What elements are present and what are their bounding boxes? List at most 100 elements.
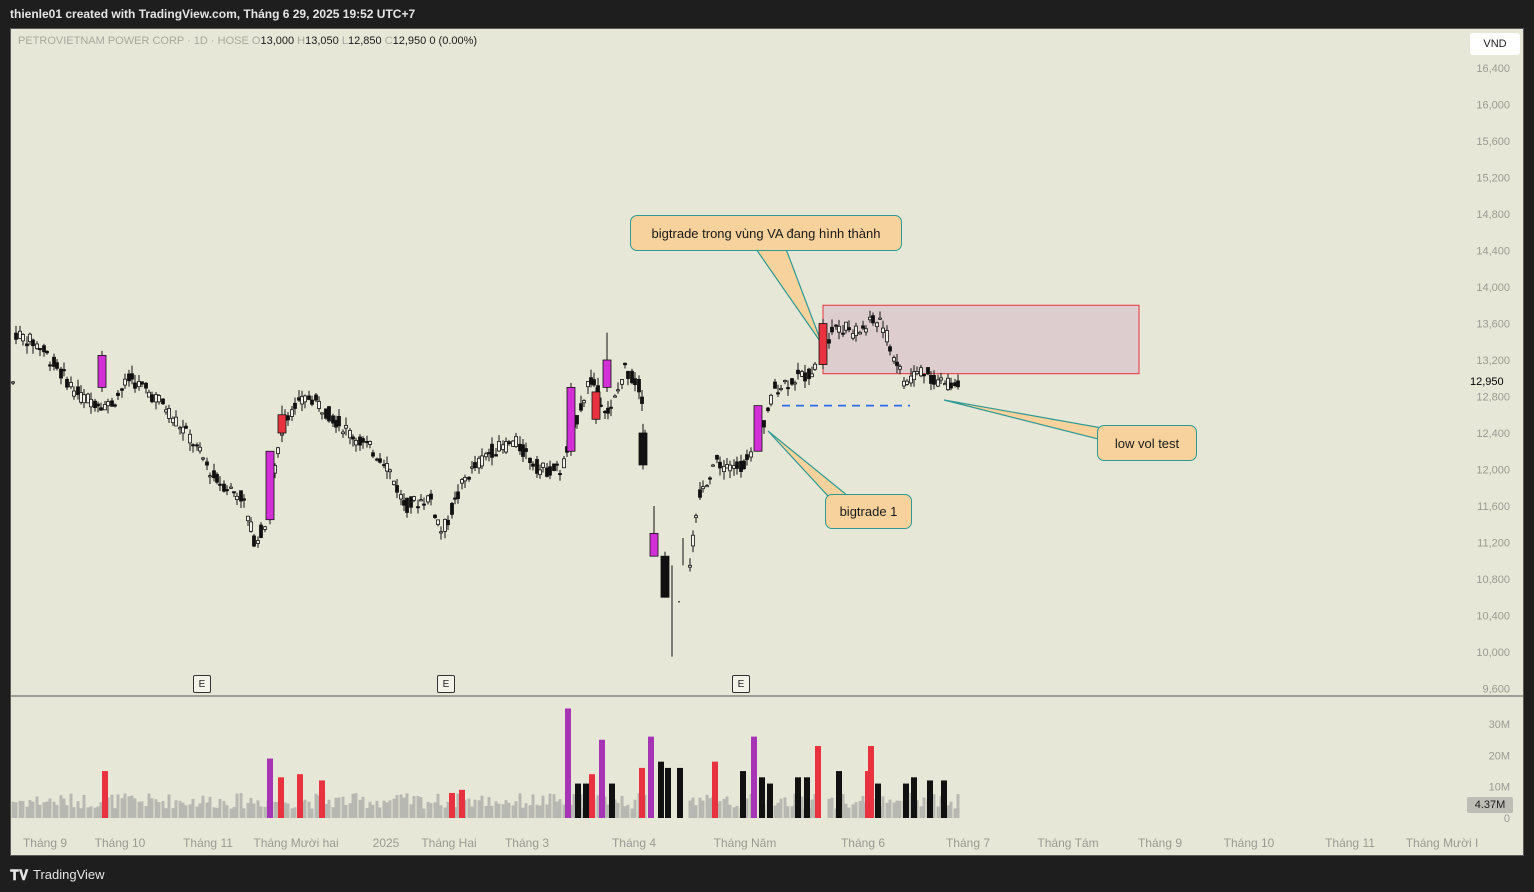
low-label: L bbox=[341, 35, 348, 47]
candle-body bbox=[300, 396, 304, 405]
candle-body bbox=[766, 407, 770, 411]
volume-bar bbox=[501, 804, 505, 818]
candle-body bbox=[946, 377, 950, 391]
volume-bar bbox=[218, 798, 222, 818]
candle-body bbox=[579, 403, 583, 411]
volume-bar bbox=[735, 805, 739, 818]
currency-button[interactable]: VND bbox=[1470, 33, 1520, 55]
volume-bar bbox=[113, 808, 117, 818]
candle-body bbox=[127, 373, 131, 382]
volume-bar bbox=[480, 795, 484, 818]
chart-canvas[interactable]: 9,600 10,000 10,400 10,800 11,200 11,600 12,00… bbox=[10, 28, 1524, 856]
volume-bar bbox=[242, 808, 246, 818]
volume-bar bbox=[225, 805, 229, 818]
candle-body bbox=[164, 409, 168, 413]
candle-body bbox=[586, 381, 590, 388]
callout-va-bigtrade[interactable]: bigtrade trong vùng VA đang hình thành bbox=[630, 215, 902, 251]
volume-bar bbox=[786, 806, 790, 818]
candle-body bbox=[208, 475, 212, 478]
volume-bar bbox=[368, 801, 372, 818]
volume-bar bbox=[18, 800, 22, 818]
candle-body bbox=[705, 485, 709, 488]
volume-bar bbox=[96, 806, 100, 818]
candle-body bbox=[385, 463, 389, 472]
candle-body bbox=[844, 321, 848, 331]
candle-body bbox=[96, 403, 100, 407]
candle-body bbox=[426, 495, 430, 503]
volume-bar-highlight bbox=[648, 736, 654, 818]
volume-bar bbox=[327, 799, 331, 818]
volume-bar bbox=[38, 804, 42, 818]
candle-body bbox=[694, 515, 698, 519]
candle-body bbox=[212, 470, 216, 479]
va-zone-box bbox=[822, 304, 1140, 375]
candle-body bbox=[810, 373, 814, 378]
earnings-marker[interactable]: E bbox=[193, 675, 211, 693]
price-tick-label: 12,000 bbox=[1476, 465, 1510, 477]
candle-body bbox=[86, 393, 90, 404]
chart-frame[interactable] bbox=[10, 28, 1524, 856]
volume-bar bbox=[65, 805, 69, 818]
volume-bar bbox=[956, 794, 960, 818]
time-axis-label: Tháng 11 bbox=[1325, 836, 1375, 850]
volume-tick-label: 0 bbox=[1504, 813, 1510, 825]
candle-body bbox=[235, 495, 239, 500]
candle-body bbox=[62, 369, 66, 372]
volume-bar bbox=[55, 804, 59, 818]
candle-body bbox=[429, 493, 433, 500]
volume-bar bbox=[137, 801, 141, 818]
candle-body bbox=[487, 452, 491, 455]
volume-bar bbox=[133, 798, 137, 818]
callout-bigtrade-1[interactable]: bigtrade 1 bbox=[825, 494, 912, 529]
volume-bar-highlight bbox=[609, 783, 615, 818]
volume-bar bbox=[205, 802, 209, 818]
black-candle-body bbox=[660, 555, 670, 598]
volume-bar bbox=[800, 796, 804, 818]
earnings-marker[interactable]: E bbox=[732, 675, 750, 693]
candle-body bbox=[215, 473, 219, 483]
volume-bar bbox=[99, 802, 103, 818]
candle-body bbox=[919, 367, 923, 377]
volume-bar bbox=[456, 793, 460, 818]
credit-text: thienle01 created with TradingView.com, … bbox=[10, 7, 416, 21]
earnings-marker[interactable]: E bbox=[437, 675, 455, 693]
candle-body bbox=[303, 395, 307, 403]
candle-body bbox=[395, 485, 399, 493]
candle-body bbox=[402, 500, 406, 506]
candle-body bbox=[157, 395, 161, 403]
time-axis-label: Tháng Tám bbox=[1037, 836, 1098, 850]
candle-body bbox=[779, 387, 783, 390]
candle-body bbox=[392, 480, 396, 485]
candle-body bbox=[133, 382, 137, 389]
volume-bar bbox=[62, 798, 66, 818]
candle-body bbox=[232, 491, 236, 494]
magenta-candle-body bbox=[97, 355, 107, 388]
volume-bar bbox=[688, 800, 692, 818]
volume-bar-highlight bbox=[941, 780, 947, 818]
volume-bar bbox=[229, 808, 233, 818]
last-price-label: 12,950 bbox=[1470, 376, 1504, 388]
candle-body bbox=[813, 363, 817, 370]
candle-body bbox=[803, 372, 807, 382]
candle-body bbox=[878, 317, 882, 320]
candle-body bbox=[375, 458, 379, 461]
volume-bar bbox=[732, 807, 736, 818]
candle-body bbox=[851, 333, 855, 339]
volume-bar bbox=[443, 807, 447, 818]
volume-bar bbox=[514, 801, 518, 818]
callout-low-vol-test[interactable]: low vol test bbox=[1097, 425, 1197, 461]
volume-bar bbox=[232, 807, 236, 818]
candle-body bbox=[626, 370, 630, 379]
volume-bar-highlight bbox=[589, 774, 595, 818]
candle-body bbox=[613, 395, 617, 398]
volume-bar bbox=[810, 799, 814, 818]
candle-body bbox=[72, 390, 76, 397]
volume-bar bbox=[76, 801, 80, 818]
candle-body bbox=[378, 458, 382, 463]
volume-tick-label: 30M bbox=[1489, 719, 1510, 731]
high-label: H bbox=[297, 35, 306, 47]
candle-body bbox=[501, 444, 505, 450]
candle-body bbox=[239, 490, 243, 502]
candle-body bbox=[949, 382, 953, 389]
volume-bar bbox=[555, 801, 559, 818]
